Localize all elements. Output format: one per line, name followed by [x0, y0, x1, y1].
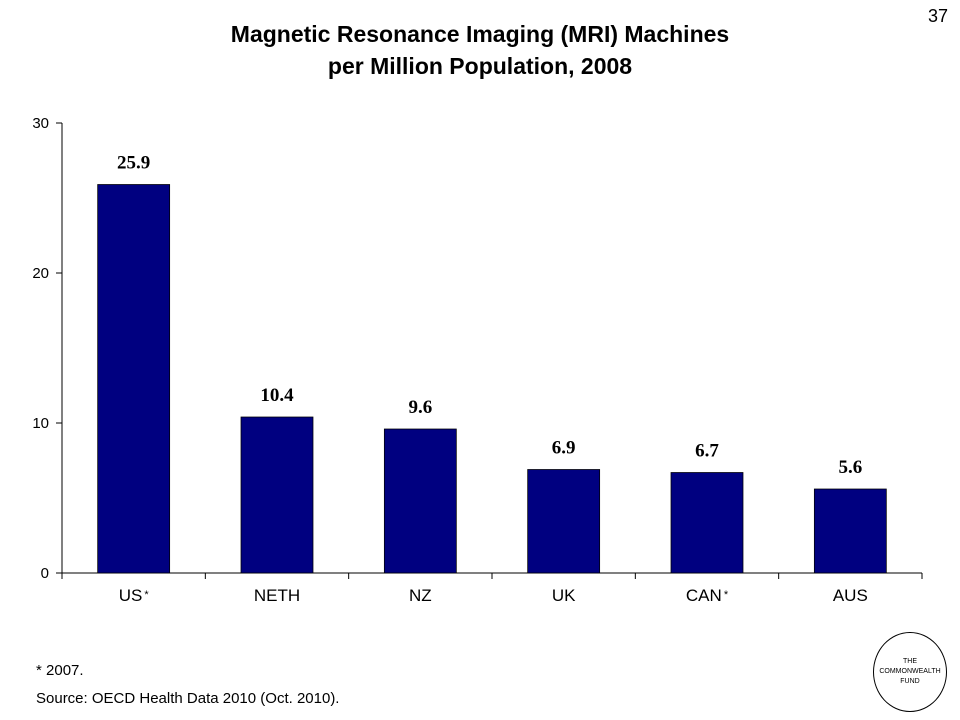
data-label: 6.9 — [552, 438, 576, 459]
data-label: 5.6 — [838, 457, 862, 478]
bar — [240, 416, 314, 574]
x-tick-label: UK — [552, 586, 576, 605]
commonwealth-fund-logo: THE COMMONWEALTH FUND — [873, 632, 947, 712]
y-tick-label: 0 — [41, 565, 49, 582]
bar — [670, 472, 744, 574]
footnote-year: * 2007. — [36, 662, 84, 679]
source-note: Source: OECD Health Data 2010 (Oct. 2010… — [36, 690, 340, 707]
logo-line: THE — [903, 658, 917, 665]
chart-title-line-2: per Million Population, 2008 — [327, 53, 633, 79]
bar — [813, 488, 887, 574]
data-label: 25.9 — [117, 153, 150, 174]
data-label: 9.6 — [408, 397, 432, 418]
bar — [97, 184, 171, 574]
y-tick-label: 30 — [32, 115, 49, 132]
x-tick-label: NZ — [409, 586, 432, 605]
y-tick-label: 20 — [32, 265, 49, 282]
x-tick-label: US * — [119, 586, 150, 605]
y-tick-label: 10 — [32, 415, 49, 432]
x-tick-label: NETH — [254, 586, 300, 605]
chart-title: Magnetic Resonance Imaging (MRI) Machine… — [0, 18, 960, 82]
chart-title-line-1: Magnetic Resonance Imaging (MRI) Machine… — [230, 21, 730, 47]
bar — [383, 428, 457, 574]
logo-line: FUND — [900, 678, 920, 685]
x-tick-label: CAN * — [686, 586, 729, 605]
logo-line: COMMONWEALTH — [879, 668, 941, 675]
x-tick-label: AUS — [833, 586, 868, 605]
bar — [527, 469, 601, 574]
slide-number: 37 — [927, 6, 948, 26]
data-label: 6.7 — [695, 441, 719, 462]
data-label: 10.4 — [260, 385, 294, 406]
